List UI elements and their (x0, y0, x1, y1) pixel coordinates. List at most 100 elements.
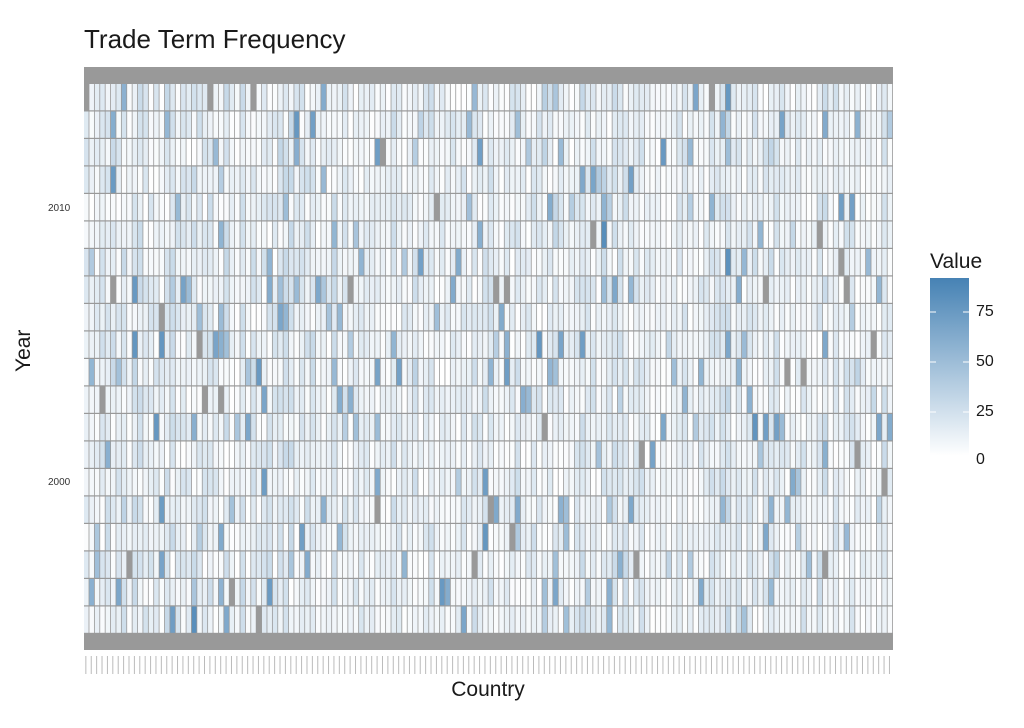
heatmap-cell (720, 524, 725, 551)
heatmap-cell (251, 496, 256, 523)
heatmap-cell (655, 496, 661, 523)
x-tick-mark (128, 656, 130, 674)
heatmap-cell (315, 249, 321, 276)
heatmap-cell (202, 276, 208, 303)
heatmap-cell (828, 579, 833, 606)
heatmap-cell (839, 386, 844, 413)
x-tick-mark (284, 656, 286, 674)
heatmap-cell (240, 359, 245, 386)
heatmap-cell (617, 276, 623, 303)
heatmap-cell (110, 276, 116, 303)
heatmap-cell (547, 331, 553, 358)
heatmap-cell (127, 166, 132, 193)
heatmap-cell (774, 551, 779, 578)
heatmap-cell (682, 469, 688, 496)
heatmap-cell (100, 414, 105, 441)
heatmap-cell (876, 414, 882, 441)
heatmap-cell (321, 441, 326, 468)
heatmap-cell (741, 469, 747, 496)
heatmap-cell (574, 579, 580, 606)
heatmap-cell (709, 331, 715, 358)
heatmap-cell (445, 496, 450, 523)
heatmap-cell (725, 194, 731, 221)
heatmap-cell (795, 359, 801, 386)
heatmap-cell (154, 166, 159, 193)
heatmap-cell (240, 441, 245, 468)
x-tick-mark (430, 656, 432, 674)
heatmap-cell (628, 386, 634, 413)
x-tick-mark (802, 656, 804, 674)
heatmap-cell (359, 441, 364, 468)
heatmap-cell (235, 551, 240, 578)
heatmap-cell (677, 469, 682, 496)
heatmap-cell (828, 276, 833, 303)
heatmap-cell (704, 249, 709, 276)
heatmap-cell (181, 194, 186, 221)
heatmap-cell (574, 221, 580, 248)
heatmap-cell (795, 579, 801, 606)
heatmap-cell (785, 469, 790, 496)
heatmap-cell (342, 221, 348, 248)
heatmap-cell (855, 194, 860, 221)
x-tick-mark (710, 656, 712, 674)
heatmap-cell (353, 84, 359, 111)
heatmap-cell (741, 386, 747, 413)
heatmap-cell (725, 139, 731, 166)
heatmap-cell (574, 496, 580, 523)
heatmap-cell (375, 221, 380, 248)
heatmap-cell (310, 111, 316, 138)
heatmap-cell (272, 221, 278, 248)
heatmap-cell (321, 139, 326, 166)
heatmap-cell (520, 304, 526, 331)
heatmap-cell (369, 139, 375, 166)
x-tick-mark (554, 656, 556, 674)
heatmap-cell (434, 304, 440, 331)
heatmap-cell (590, 194, 596, 221)
heatmap-cell (515, 524, 521, 551)
heatmap-cell (132, 249, 138, 276)
heatmap-cell (94, 414, 100, 441)
heatmap-cell (747, 139, 752, 166)
heatmap-cell (213, 84, 219, 111)
heatmap-cell (288, 414, 294, 441)
heatmap-cell (833, 496, 839, 523)
heatmap-cell (499, 551, 504, 578)
heatmap-cell (466, 386, 472, 413)
heatmap-cell (170, 221, 175, 248)
heatmap-cell (628, 194, 634, 221)
heatmap-cell (634, 386, 639, 413)
heatmap-cell (170, 276, 175, 303)
heatmap-cell (386, 194, 391, 221)
heatmap-cell (256, 331, 262, 358)
heatmap-cell (208, 359, 213, 386)
heatmap-cell (191, 276, 197, 303)
x-tick-mark (322, 656, 324, 674)
heatmap-cell (369, 276, 375, 303)
heatmap-cell (644, 249, 650, 276)
heatmap-cell (817, 194, 823, 221)
heatmap-cell (526, 249, 531, 276)
heatmap-cell (866, 139, 871, 166)
heatmap-cell (731, 276, 736, 303)
heatmap-cell (564, 331, 569, 358)
heatmap-cell (704, 304, 709, 331)
heatmap-cell (261, 524, 267, 551)
heatmap-cell (806, 331, 812, 358)
heatmap-cell (89, 221, 94, 248)
heatmap-cell (661, 84, 666, 111)
heatmap-cell (434, 441, 440, 468)
heatmap-cell (288, 524, 294, 551)
heatmap-cell (741, 249, 747, 276)
x-tick-mark (209, 656, 211, 674)
heatmap-cell (488, 524, 494, 551)
heatmap-cell (747, 579, 752, 606)
heatmap-cell (272, 441, 278, 468)
heatmap-cell (412, 221, 418, 248)
heatmap-cell (558, 194, 564, 221)
heatmap-cell (315, 359, 321, 386)
heatmap-cell (380, 414, 386, 441)
heatmap-cell (477, 304, 483, 331)
heatmap-cell (407, 414, 413, 441)
heatmap-cell (623, 524, 628, 551)
heatmap-cell (768, 304, 774, 331)
